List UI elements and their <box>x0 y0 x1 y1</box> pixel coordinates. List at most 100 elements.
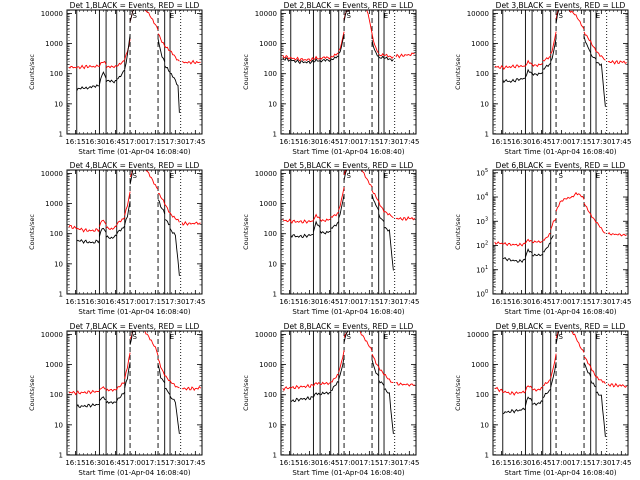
series-lld-segment <box>338 31 345 51</box>
marker-e: E <box>596 333 600 341</box>
x-tick-label: 17:45 <box>611 459 631 467</box>
y-tick-label: 1 <box>59 131 63 139</box>
series-lld-segment <box>607 231 627 237</box>
series-lld-segment <box>361 169 373 188</box>
y-axis-label: Counts/sec <box>454 54 462 90</box>
y-tick-label: 10 <box>268 260 277 268</box>
y-tick-label: 10 <box>476 291 485 299</box>
x-tick-label: 16:45 <box>531 138 551 146</box>
series-lld-segment <box>181 59 201 65</box>
y-axis-label: Counts/sec <box>28 54 36 90</box>
y-tick-label: 1 <box>273 452 277 460</box>
series-lld-segment <box>105 388 117 392</box>
series-lld-segment <box>319 218 331 222</box>
panel-det-9: Det 9,BLACK = Events, RED = LLD Counts/se… <box>454 322 631 477</box>
series-lld-segment <box>319 56 332 60</box>
y-tick-exponent: 4 <box>485 192 488 198</box>
y-tick-label: 1000 <box>45 361 63 369</box>
series-lld-segment <box>145 170 159 190</box>
series-events-segment <box>583 35 592 53</box>
x-axis-label: Start Time (01-Apr-04 16:08:40) <box>504 148 616 156</box>
x-tick-label: 17:45 <box>185 298 205 306</box>
y-tick-label: 10000 <box>255 10 277 18</box>
series-events-segment <box>313 58 321 63</box>
y-tick-label: 10000 <box>467 10 489 18</box>
series-lld-segment <box>124 352 131 379</box>
x-tick-label: 17:30 <box>591 138 611 146</box>
series-lld-segment <box>532 386 543 392</box>
marker-s: S <box>558 12 563 20</box>
x-tick-label: 17:00 <box>125 459 145 467</box>
series-events-segment <box>343 9 350 22</box>
marker-e: E <box>596 12 600 20</box>
series-events-segment <box>164 387 171 395</box>
series-lld-segment <box>555 191 585 212</box>
x-axis-label: Start Time (01-Apr-04 16:08:40) <box>504 469 616 477</box>
series-lld-segment <box>395 52 415 59</box>
y-tick-label: 10 <box>268 421 277 429</box>
series-lld-segment <box>542 232 551 241</box>
series-lld-segment <box>157 192 180 223</box>
y-tick-label: 1000 <box>471 40 489 48</box>
x-tick-label: 17:15 <box>359 459 379 467</box>
series-lld-segment <box>338 350 345 373</box>
marker-e: E <box>170 172 174 180</box>
series-lld-segment <box>359 330 373 352</box>
series-lld-segment <box>181 220 201 226</box>
marker-e: E <box>170 12 174 20</box>
series-events-segment <box>502 256 526 263</box>
series-lld-segment <box>542 55 551 62</box>
series-lld-segment <box>320 381 331 386</box>
series-lld-segment <box>330 52 339 58</box>
x-tick-label: 16:30 <box>85 459 105 467</box>
x-tick-label: 16:15 <box>279 298 299 306</box>
x-tick-label: 16:30 <box>299 138 319 146</box>
x-tick-label: 17:15 <box>359 138 379 146</box>
series-events-segment <box>524 68 533 78</box>
panel-det-2: Det 2,BLACK = Events, RED = LLD Counts/se… <box>242 1 419 156</box>
y-tick-label: 10 <box>54 260 63 268</box>
series-events-segment <box>164 219 171 226</box>
series-lld-segment <box>338 187 345 210</box>
series-lld-segment <box>494 386 526 396</box>
y-tick-label: 1 <box>485 131 489 139</box>
series-events-segment <box>371 359 380 377</box>
series-events-segment <box>550 362 557 388</box>
y-tick-exponent: 2 <box>485 241 488 247</box>
x-tick-label: 16:45 <box>531 298 551 306</box>
series-lld-segment <box>525 59 533 67</box>
series-lld-segment <box>371 190 394 219</box>
x-tick-label: 17:15 <box>359 298 379 306</box>
x-tick-label: 17:15 <box>145 138 165 146</box>
y-tick-label: 100 <box>50 391 63 399</box>
series-events-segment <box>338 34 345 54</box>
y-axis-label: Counts/sec <box>242 375 250 411</box>
panel-title: Det 1,BLACK = Events, RED = LLD <box>70 1 200 10</box>
panel-title: Det 4,BLACK = Events, RED = LLD <box>70 161 200 170</box>
y-tick-label: 1000 <box>259 361 277 369</box>
marker-s: S <box>346 333 351 341</box>
y-axis-label: Counts/sec <box>454 375 462 411</box>
series-events-segment <box>524 248 533 258</box>
series-events-segment <box>371 39 379 57</box>
y-tick-label: 100 <box>264 230 277 238</box>
series-lld-segment <box>144 9 159 31</box>
series-events-segment <box>282 57 314 65</box>
series-lld-segment <box>105 65 117 69</box>
series-lld-segment <box>395 381 415 387</box>
series-lld-segment <box>583 31 606 61</box>
series-events-segment <box>383 388 394 434</box>
series-lld-segment <box>550 218 557 230</box>
y-tick-label: 1 <box>59 452 63 460</box>
x-tick-label: 16:15 <box>491 459 511 467</box>
x-tick-label: 16:45 <box>531 459 551 467</box>
y-tick-label: 10 <box>476 218 485 226</box>
marker-s: S <box>132 172 137 180</box>
series-events-segment <box>542 389 551 399</box>
x-tick-label: 16:15 <box>65 138 85 146</box>
panel-det-1: Det 1,BLACK = Events, RED = LLD Counts/se… <box>28 1 205 156</box>
series-lld-segment <box>570 330 585 353</box>
series-lld-segment <box>181 385 202 392</box>
series-events-segment <box>550 38 557 62</box>
series-lld-segment <box>312 213 321 221</box>
